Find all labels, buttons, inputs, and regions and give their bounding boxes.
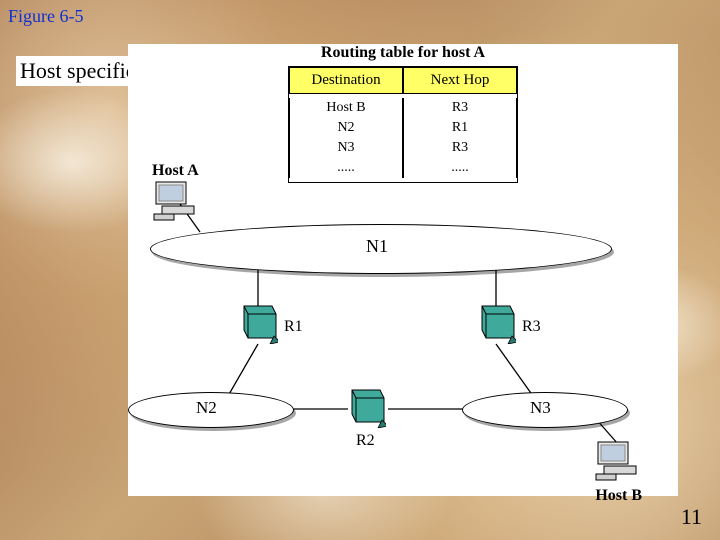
table-row: N2 R1: [289, 118, 517, 138]
cell: R1: [403, 118, 517, 138]
network-n3-label: N3: [530, 398, 551, 418]
cell: .....: [289, 158, 403, 178]
table-row: ..... .....: [289, 158, 517, 182]
router-r3: [476, 304, 516, 344]
diagram-area: Routing table for host A Destination Nex…: [128, 44, 678, 496]
routing-table-grid: Destination Next Hop Host B R3 N2 R1 N3 …: [288, 66, 518, 183]
network-n2-label: N2: [196, 398, 217, 418]
cell: R3: [403, 98, 517, 118]
figure-label: Figure 6-5: [8, 6, 84, 27]
router-icon: [476, 304, 516, 344]
table-row: N3 R3: [289, 138, 517, 158]
router-r1: [238, 304, 278, 344]
router-r1-label: R1: [284, 318, 303, 336]
router-icon: [238, 304, 278, 344]
router-icon: [346, 388, 386, 428]
router-r2-label: R2: [356, 432, 375, 450]
cell: Host B: [289, 98, 403, 118]
routing-table-caption: Routing table for host A: [288, 44, 518, 66]
router-r3-label: R3: [522, 318, 541, 336]
cell: R3: [403, 138, 517, 158]
table-row: Host B R3: [289, 98, 517, 118]
host-a: Host A: [152, 162, 200, 227]
cell: N3: [289, 138, 403, 158]
col-nexthop: Next Hop: [403, 67, 517, 94]
table-header-row: Destination Next Hop: [289, 67, 517, 94]
network-n1-label: N1: [366, 236, 388, 257]
page-number: 11: [681, 504, 702, 530]
col-destination: Destination: [289, 67, 403, 94]
host-b-label: Host B: [594, 487, 642, 505]
computer-icon: [594, 438, 642, 482]
router-r2: [346, 388, 386, 428]
computer-icon: [152, 178, 200, 222]
routing-table: Routing table for host A Destination Nex…: [288, 44, 518, 183]
cell: N2: [289, 118, 403, 138]
host-b: Host B: [594, 438, 642, 505]
cell: .....: [403, 158, 517, 178]
